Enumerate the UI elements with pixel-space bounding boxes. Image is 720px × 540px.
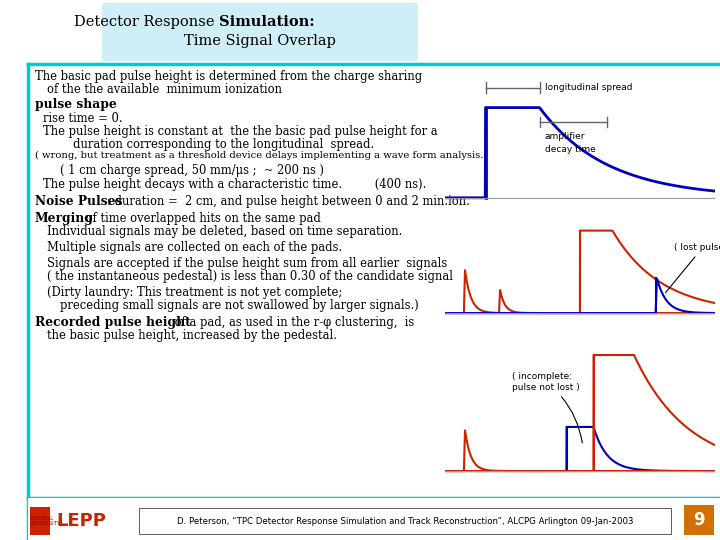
Text: The basic pad pulse height is determined from the charge sharing: The basic pad pulse height is determined… xyxy=(35,70,422,83)
Text: ( wrong, but treatment as a threshold device delays implementing a wave form ana: ( wrong, but treatment as a threshold de… xyxy=(35,151,487,160)
Text: ( the instantaneous pedestal) is less than 0.30 of the candidate signal: ( the instantaneous pedestal) is less th… xyxy=(47,270,453,283)
Text: D. Peterson, “TPC Detector Response Simulation and Track Reconstruction”, ALCPG : D. Peterson, “TPC Detector Response Simu… xyxy=(176,516,634,525)
Text: rise time = 0.: rise time = 0. xyxy=(43,112,122,125)
Text: Recorded pulse height: Recorded pulse height xyxy=(35,316,191,329)
Text: of the the available  minimum ionization: of the the available minimum ionization xyxy=(47,83,282,96)
Text: ( incomplete:
pulse not lost ): ( incomplete: pulse not lost ) xyxy=(513,373,582,443)
Bar xyxy=(30,507,50,535)
Bar xyxy=(28,498,720,540)
Text: ( lost pulse ): ( lost pulse ) xyxy=(665,243,720,293)
FancyBboxPatch shape xyxy=(139,508,671,534)
Text: of a pad, as used in the r-φ clustering,  is: of a pad, as used in the r-φ clustering,… xyxy=(171,316,414,329)
Text: duration corresponding to the longitudinal  spread.: duration corresponding to the longitudin… xyxy=(73,138,374,151)
Text: Detector Response: Detector Response xyxy=(74,15,219,29)
Text: 9: 9 xyxy=(693,511,705,529)
Text: Time Signal Overlap: Time Signal Overlap xyxy=(184,34,336,48)
Text: preceding small signals are not swallowed by larger signals.): preceding small signals are not swallowe… xyxy=(60,299,419,312)
Text: amplifier: amplifier xyxy=(545,132,585,141)
Text: Signals are accepted if the pulse height sum from all earlier  signals: Signals are accepted if the pulse height… xyxy=(47,257,447,270)
Text: Multiple signals are collected on each of the pads.: Multiple signals are collected on each o… xyxy=(47,241,342,254)
Text: Merging: Merging xyxy=(35,212,94,225)
FancyBboxPatch shape xyxy=(102,3,418,61)
Text: decay time: decay time xyxy=(545,145,595,154)
Text: Simulation:: Simulation: xyxy=(219,15,315,29)
Text: The pulse height is constant at  the the basic pad pulse height for a: The pulse height is constant at the the … xyxy=(43,125,438,138)
Text: CORNELL
UNIVERSITY: CORNELL UNIVERSITY xyxy=(30,516,61,526)
Text: Individual signals may be deleted, based on time separation.: Individual signals may be deleted, based… xyxy=(47,225,402,238)
Text: ( 1 cm charge spread, 50 mm/μs ;  ~ 200 ns ): ( 1 cm charge spread, 50 mm/μs ; ~ 200 n… xyxy=(60,164,324,177)
Bar xyxy=(684,505,714,535)
Text: of time overlapped hits on the same pad: of time overlapped hits on the same pad xyxy=(82,212,321,225)
Text: pulse shape: pulse shape xyxy=(35,98,117,111)
Text: Noise Pulses: Noise Pulses xyxy=(35,195,122,208)
Text: : duration =  2 cm, and pulse height between 0 and 2 min.ion.: : duration = 2 cm, and pulse height betw… xyxy=(107,195,470,208)
Text: LEPP: LEPP xyxy=(56,512,106,530)
Text: longitudinal spread: longitudinal spread xyxy=(545,83,632,92)
Text: (Dirty laundry: This treatment is not yet complete;: (Dirty laundry: This treatment is not ye… xyxy=(47,286,342,299)
Text: The pulse height decays with a characteristic time.         (400 ns).: The pulse height decays with a character… xyxy=(43,178,426,191)
Text: the basic pulse height, increased by the pedestal.: the basic pulse height, increased by the… xyxy=(47,329,337,342)
